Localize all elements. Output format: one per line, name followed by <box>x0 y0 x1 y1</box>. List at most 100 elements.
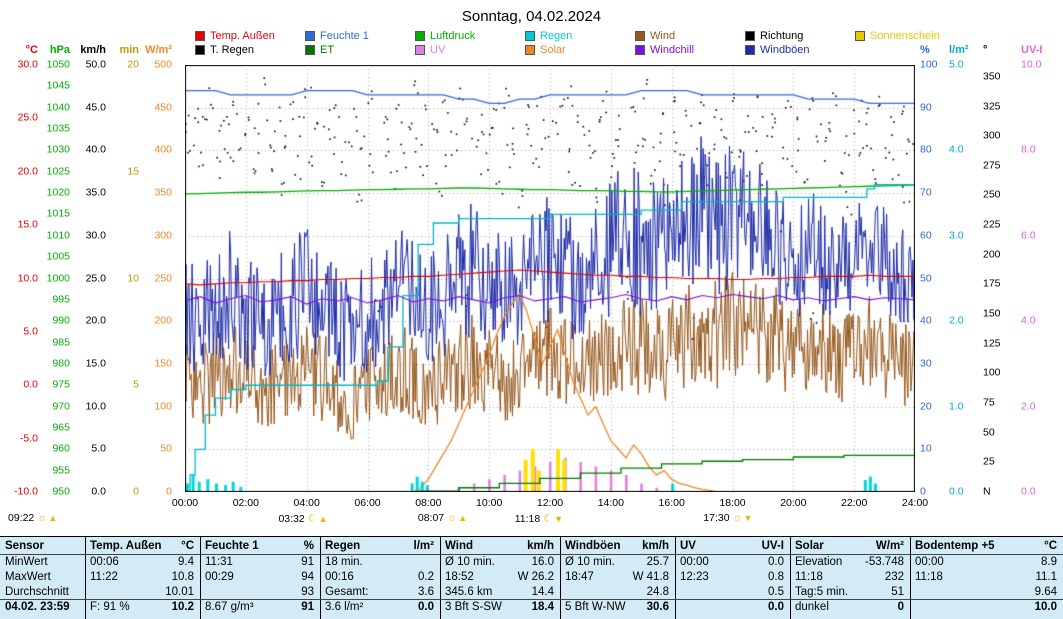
axis-tick-label: 10 <box>105 273 139 284</box>
stats-cell-info: 18:52 <box>445 570 474 584</box>
astro-marker: 03:32☾▲ <box>278 512 327 525</box>
x-axis-tick-label: 24:00 <box>893 497 937 509</box>
stats-cell-value: 94 <box>244 570 314 584</box>
axis-unit-wm2: W/m² <box>138 44 172 56</box>
stats-cell-info: 18 min. <box>325 555 363 569</box>
stats-cell-value: 10.2 <box>124 600 194 614</box>
axis-tick-label: 985 <box>36 337 70 348</box>
axis-tick-label: 100 <box>983 368 1019 379</box>
axis-unit-degC: °C <box>4 44 38 56</box>
axis-tick-label: 30 <box>920 358 956 369</box>
column-divider <box>560 537 561 619</box>
stats-col-unit: % <box>254 539 314 553</box>
stats-header-sensor: Sensor <box>5 539 44 553</box>
sun-icon: ☼ <box>447 512 457 524</box>
axis-tick-label: 25.0 <box>4 113 38 124</box>
stats-cell-value: -53.748 <box>834 555 904 569</box>
stats-cell-value: 10.8 <box>124 570 194 584</box>
stats-cell-value: 0.0 <box>714 555 784 569</box>
legend-label: Windchill <box>650 44 694 56</box>
column-divider <box>910 537 911 619</box>
column-divider <box>790 537 791 619</box>
column-divider <box>85 537 86 619</box>
axis-unit-uvi: UV-I <box>1021 44 1061 56</box>
axis-tick-label: 300 <box>983 131 1019 142</box>
axis-tick-label: 1005 <box>36 252 70 263</box>
x-axis-tick-label: 16:00 <box>650 497 694 509</box>
legend-label: Luftdruck <box>430 30 475 42</box>
stats-cell-value: 3.6 <box>364 585 434 599</box>
axis-tick-label: 50.0 <box>72 60 106 71</box>
stats-cell-value: 0.8 <box>714 570 784 584</box>
stats-cell-value: 9.4 <box>124 555 194 569</box>
axis-tick-label: 965 <box>36 422 70 433</box>
axis-tick-label: 960 <box>36 444 70 455</box>
axis-unit-sun: min <box>105 44 139 56</box>
weather-chart-canvas[interactable] <box>185 65 915 492</box>
axis-tick-label: 955 <box>36 465 70 476</box>
astro-marker: 09:22☼▲ <box>8 512 57 524</box>
astro-marker: 17:30☼▼ <box>703 512 752 524</box>
axis-tick-label: 5.0 <box>4 326 38 337</box>
axis-tick-label: 6.0 <box>1021 230 1057 241</box>
column-divider <box>320 537 321 619</box>
axis-tick-label: 175 <box>983 279 1019 290</box>
stats-col-unit: UV-I <box>724 539 784 553</box>
series-color-swatch-icon <box>745 45 755 55</box>
stats-cell-value: 8.9 <box>987 555 1057 569</box>
stats-cell-value: 0.2 <box>364 570 434 584</box>
stats-cell-info: Gesamt: <box>325 585 368 599</box>
axis-tick-label: 5 <box>105 380 139 391</box>
axis-tick-label: 40.0 <box>72 145 106 156</box>
axis-tick-label: 225 <box>983 220 1019 231</box>
axis-tick-label: 8.0 <box>1021 145 1057 156</box>
axis-tick-label: 10.0 <box>72 401 106 412</box>
axis-tick-label: 0 <box>105 487 139 498</box>
axis-tick-label: 1020 <box>36 188 70 199</box>
axis-tick-label: 275 <box>983 160 1019 171</box>
legend-label: Windböen <box>760 44 810 56</box>
axis-tick-label: 20.0 <box>4 166 38 177</box>
stats-cell-info: 11:18 <box>795 570 823 584</box>
column-divider <box>200 537 201 619</box>
x-axis-tick-label: 22:00 <box>832 497 876 509</box>
stats-col-unit: km/h <box>494 539 554 553</box>
axis-tick-label: 0 <box>138 487 172 498</box>
axis-tick-label: 10.0 <box>1021 60 1057 71</box>
moon-icon: ☾ <box>543 513 553 525</box>
axis-tick-label: 0.0 <box>1021 487 1057 498</box>
stats-cell-value: 11.1 <box>987 570 1057 584</box>
legend-item-t-regen: T. Regen <box>195 44 254 56</box>
axis-tick-label: 970 <box>36 401 70 412</box>
series-color-swatch-icon <box>635 31 645 41</box>
stats-cell-value: 14.4 <box>484 585 554 599</box>
astro-time: 11:18 <box>515 513 541 525</box>
axis-tick-label: 20.0 <box>72 316 106 327</box>
axis-tick-label: 500 <box>138 60 172 71</box>
axis-tick-label: 1025 <box>36 166 70 177</box>
legend-label: Feuchte 1 <box>320 30 369 42</box>
stats-col-name: Feuchte 1 <box>205 539 259 553</box>
stats-cell-value: 16.0 <box>484 555 554 569</box>
axis-tick-label: 100 <box>138 401 172 412</box>
sun-icon: ☼ <box>37 512 47 524</box>
stats-cell-value: 93 <box>244 585 314 599</box>
axis-tick-label: 975 <box>36 380 70 391</box>
set-arrow-icon: ▼ <box>744 513 753 523</box>
axis-unit-kmh: km/h <box>72 44 106 56</box>
stats-cell-value: 51 <box>834 585 904 599</box>
axis-tick-label: -5.0 <box>4 433 38 444</box>
x-axis-tick-label: 08:00 <box>406 497 450 509</box>
x-axis-tick-label: 14:00 <box>589 497 633 509</box>
x-axis-tick-label: 10:00 <box>467 497 511 509</box>
stats-cell-value: 24.8 <box>599 585 669 599</box>
axis-tick-label: 0.0 <box>4 380 38 391</box>
axis-tick-label: -10.0 <box>4 487 38 498</box>
axis-tick-label: 2.0 <box>1021 401 1057 412</box>
stats-col-name: Bodentemp +5 <box>915 539 995 553</box>
axis-tick-label: 4.0 <box>1021 316 1057 327</box>
axis-tick-label: 10 <box>920 444 956 455</box>
stats-cell-value: W 26.2 <box>484 570 554 584</box>
stats-cell-value: 232 <box>834 570 904 584</box>
legend-item-et: ET <box>305 44 334 56</box>
